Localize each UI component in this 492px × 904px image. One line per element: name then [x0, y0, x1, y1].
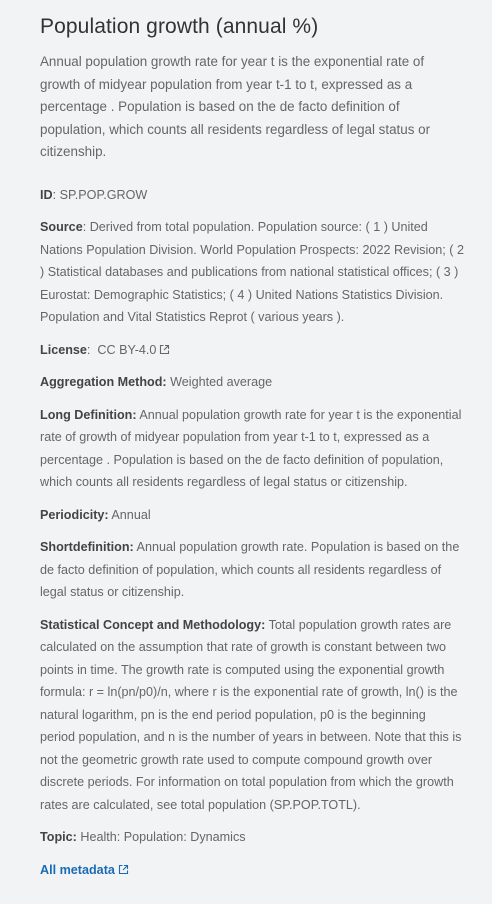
field-license: License: CC BY-4.0: [40, 339, 464, 362]
field-long-definition-value: Annual population growth rate for year t…: [40, 407, 462, 490]
field-id-key: ID: [40, 187, 53, 202]
field-aggregation: Aggregation Method: Weighted average: [40, 371, 464, 394]
field-id-value: SP.POP.GROW: [59, 187, 148, 202]
external-link-icon: [118, 864, 129, 875]
field-statistical-concept-key: Statistical Concept and Methodology:: [40, 617, 266, 632]
metadata-panel: Population growth (annual %) Annual popu…: [40, 15, 464, 877]
all-metadata-label: All metadata: [40, 862, 115, 877]
field-long-definition: Long Definition: Annual population growt…: [40, 404, 464, 494]
field-source: Source: Derived from total population. P…: [40, 220, 464, 324]
field-aggregation-key: Aggregation Method:: [40, 375, 167, 389]
field-topic-value: Health: Population: Dynamics: [80, 830, 246, 844]
field-topic-key: Topic:: [40, 830, 77, 844]
all-metadata-link[interactable]: All metadata: [40, 863, 129, 877]
field-long-definition-key: Long Definition:: [40, 407, 137, 422]
field-aggregation-value: Weighted average: [170, 375, 273, 389]
field-source-key: Source: [40, 220, 83, 234]
field-shortdefinition-key: Shortdefinition:: [40, 540, 134, 554]
field-license-value: CC BY-4.0: [97, 342, 157, 357]
license-link[interactable]: CC BY-4.0: [97, 343, 170, 357]
indicator-summary: Annual population growth rate for year t…: [40, 54, 431, 159]
external-link-icon: [159, 340, 170, 354]
field-topic: Topic: Health: Population: Dynamics: [40, 826, 464, 849]
field-periodicity-value: Annual: [111, 507, 151, 522]
field-periodicity: Periodicity: Annual: [40, 504, 464, 527]
field-source-value: Derived from total population. Populatio…: [40, 220, 464, 324]
field-shortdefinition: Shortdefinition: Annual population growt…: [40, 536, 464, 604]
field-license-key: License: [40, 342, 87, 357]
field-id: ID: SP.POP.GROW: [40, 187, 148, 202]
page-title: Population growth (annual %): [40, 15, 319, 38]
field-statistical-concept: Statistical Concept and Methodology: Tot…: [40, 614, 464, 817]
field-statistical-concept-value: Total population growth rates are calcul…: [40, 617, 462, 812]
field-shortdefinition-value: Annual population growth rate. Populatio…: [40, 540, 460, 599]
field-periodicity-key: Periodicity:: [40, 507, 109, 522]
